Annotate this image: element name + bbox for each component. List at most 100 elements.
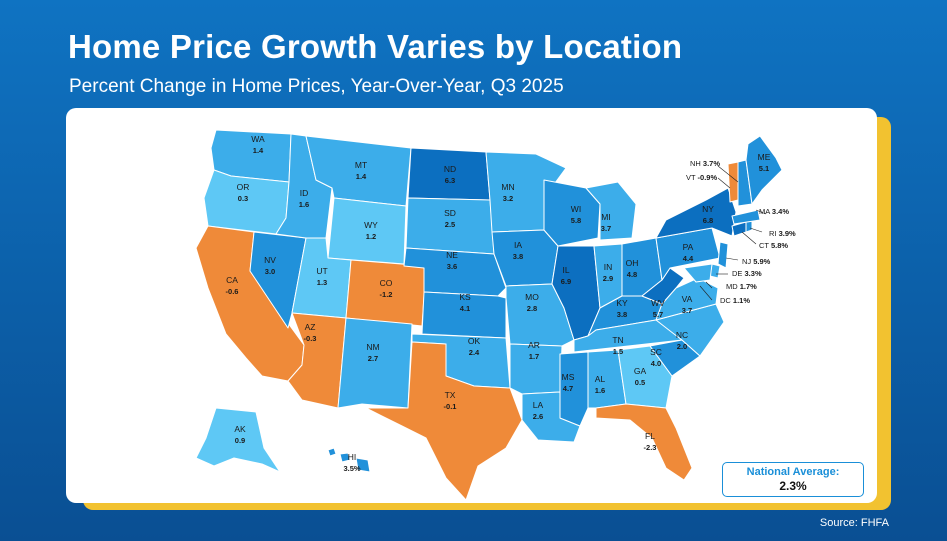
state-value-NC: 2.0 xyxy=(677,342,687,351)
state-value-FL: -2.3 xyxy=(644,443,657,452)
callout-abbr-RI: RI xyxy=(769,229,779,238)
state-value-AK: 0.9 xyxy=(235,436,245,445)
state-AK xyxy=(195,407,281,473)
state-MI xyxy=(585,181,637,241)
state-value-NY: 6.8 xyxy=(703,216,713,225)
us-map: WA 1.4 OR 0.3 CA -0.6 NV 3.0 ID 1.6 MT 1.4 WY 1.2 UT 1.… xyxy=(195,129,796,501)
state-value-NV: 3.0 xyxy=(265,267,275,276)
state-abbr-ND: ND xyxy=(444,164,456,174)
state-value-MS: 4.7 xyxy=(563,384,573,393)
callout-labels: NH 3.7% VT -0.9% MA 3.4% RI 3.9% CT 5.8% NJ 5… xyxy=(686,159,796,305)
callout-abbr-NJ: NJ xyxy=(742,257,753,266)
state-abbr-AK: AK xyxy=(234,424,246,434)
state-abbr-IN: IN xyxy=(604,262,613,272)
state-value-PA: 4.4 xyxy=(683,254,694,263)
state-abbr-WY: WY xyxy=(364,220,378,230)
state-abbr-UT: UT xyxy=(316,266,327,276)
state-HI xyxy=(327,447,371,473)
state-NY xyxy=(655,187,737,239)
callout-value-CT: 5.8% xyxy=(771,241,788,250)
state-value-OR: 0.3 xyxy=(238,194,248,203)
state-abbr-OH: OH xyxy=(626,258,639,268)
callout-DC: DC 1.1% xyxy=(720,296,750,305)
national-average-value: 2.3% xyxy=(779,479,807,493)
state-labels: WA 1.4 OR 0.3 CA -0.6 NV 3.0 ID 1.6 MT 1.4 WY 1.2 UT 1.… xyxy=(226,134,771,473)
state-MA xyxy=(731,209,761,225)
state-value-TX: -0.1 xyxy=(444,402,457,411)
state-abbr-SD: SD xyxy=(444,208,456,218)
state-KS xyxy=(421,291,507,339)
state-abbr-IA: IA xyxy=(514,240,522,250)
state-value-WA: 1.4 xyxy=(253,146,264,155)
callout-value-DE: 3.3% xyxy=(745,269,762,278)
callout-value-DC: 1.1% xyxy=(733,296,750,305)
state-value-UT: 1.3 xyxy=(317,278,327,287)
national-average-box: National Average: 2.3% xyxy=(722,462,864,497)
state-value-SC: 4.0 xyxy=(651,359,661,368)
state-abbr-OK: OK xyxy=(468,336,481,346)
callout-abbr-MD: MD xyxy=(726,282,740,291)
state-value-OK: 2.4 xyxy=(469,348,480,357)
national-average-label: National Average: xyxy=(746,466,840,478)
state-abbr-NC: NC xyxy=(676,330,688,340)
state-value-VA: 3.7 xyxy=(682,306,692,315)
state-abbr-NM: NM xyxy=(366,342,379,352)
state-abbr-GA: GA xyxy=(634,366,647,376)
state-RI xyxy=(745,220,753,233)
state-value-CA: -0.6 xyxy=(226,287,239,296)
callout-value-NH: 3.7% xyxy=(703,159,720,168)
state-abbr-FL: FL xyxy=(645,431,655,441)
state-value-WI: 5.8 xyxy=(571,216,581,225)
callout-RI: RI 3.9% xyxy=(769,229,796,238)
callout-abbr-MA: MA xyxy=(759,207,772,216)
state-abbr-MN: MN xyxy=(501,182,514,192)
state-abbr-MS: MS xyxy=(562,372,575,382)
state-value-WY: 1.2 xyxy=(366,232,376,241)
state-MS xyxy=(559,351,589,427)
state-value-WV: 5.7 xyxy=(653,310,663,319)
state-abbr-KY: KY xyxy=(616,298,628,308)
state-abbr-CO: CO xyxy=(380,278,393,288)
state-MD xyxy=(683,263,713,283)
state-value-GA: 0.5 xyxy=(635,378,645,387)
state-abbr-TX: TX xyxy=(445,390,456,400)
state-abbr-ID: ID xyxy=(300,188,309,198)
state-ME xyxy=(745,135,783,205)
state-abbr-LA: LA xyxy=(533,400,544,410)
callout-abbr-DC: DC xyxy=(720,296,733,305)
callout-CT: CT 5.8% xyxy=(759,241,788,250)
state-abbr-AR: AR xyxy=(528,340,540,350)
callout-value-MA: 3.4% xyxy=(772,207,789,216)
callout-abbr-NH: NH xyxy=(690,159,703,168)
state-value-TN: 1.5 xyxy=(613,347,623,356)
state-WY xyxy=(327,197,407,265)
state-abbr-MI: MI xyxy=(601,212,610,222)
state-value-NE: 3.6 xyxy=(447,262,457,271)
state-abbr-AL: AL xyxy=(595,374,606,384)
state-abbr-OR: OR xyxy=(237,182,250,192)
state-abbr-NE: NE xyxy=(446,250,458,260)
callout-NH: NH 3.7% xyxy=(690,159,720,168)
state-abbr-NV: NV xyxy=(264,255,276,265)
state-value-MN: 3.2 xyxy=(503,194,513,203)
callout-abbr-CT: CT xyxy=(759,241,771,250)
state-value-IN: 2.9 xyxy=(603,274,613,283)
callout-abbr-VT: VT xyxy=(686,173,698,182)
state-abbr-WA: WA xyxy=(251,134,265,144)
state-value-LA: 2.6 xyxy=(533,412,543,421)
page-title: Home Price Growth Varies by Location xyxy=(68,28,683,65)
state-GA xyxy=(617,345,673,409)
callout-VT: VT -0.9% xyxy=(686,173,717,182)
callout-value-VT: -0.9% xyxy=(698,173,718,182)
state-VT xyxy=(727,161,739,203)
state-value-IL: 6.9 xyxy=(561,277,571,286)
state-abbr-TN: TN xyxy=(612,335,623,345)
state-abbr-MO: MO xyxy=(525,292,539,302)
state-abbr-WI: WI xyxy=(571,204,581,214)
state-value-MI: 3.7 xyxy=(601,224,611,233)
state-value-ME: 5.1 xyxy=(759,164,769,173)
state-value-MO: 2.8 xyxy=(527,304,537,313)
state-abbr-IL: IL xyxy=(562,265,569,275)
state-value-ID: 1.6 xyxy=(299,200,309,209)
state-value-ND: 6.3 xyxy=(445,176,455,185)
